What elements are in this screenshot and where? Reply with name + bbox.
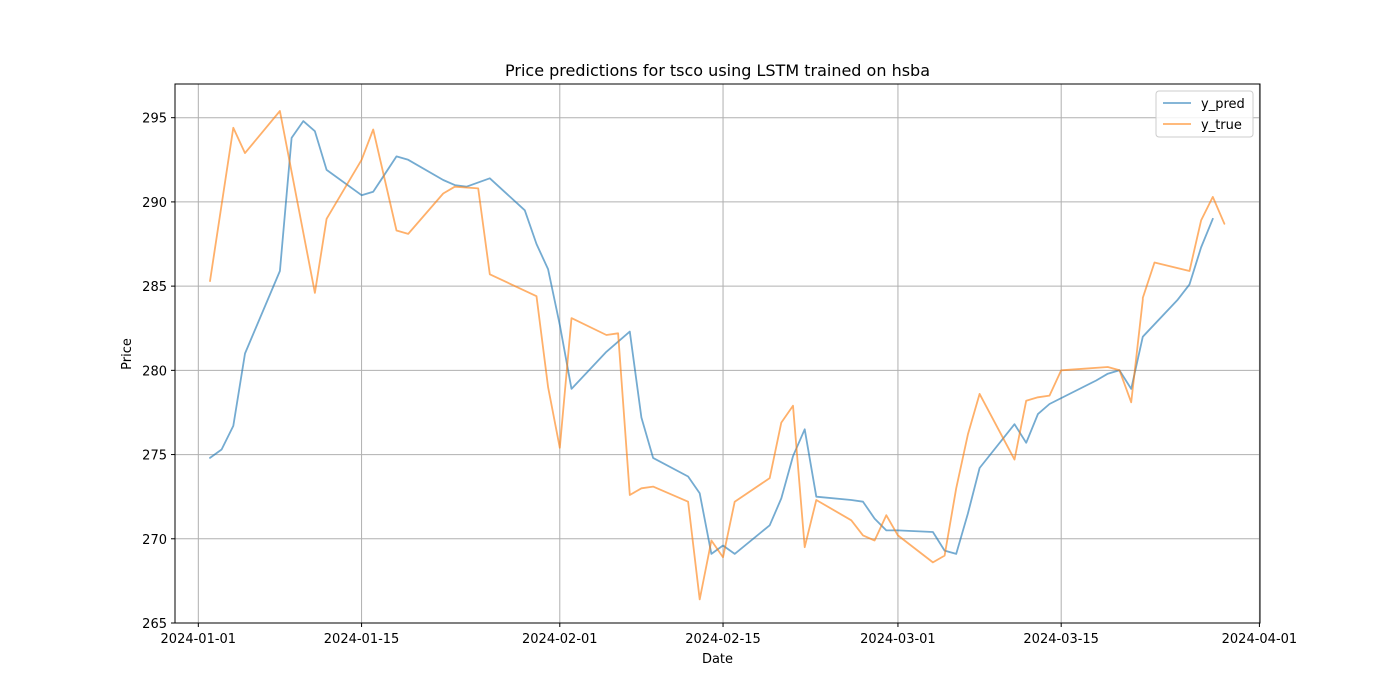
x-axis-label: Date <box>702 652 733 667</box>
x-tick-label: 2024-02-15 <box>685 632 761 647</box>
ticks: 2024-01-01 2024-01-15 2024-02-01 2024-02-15… <box>142 112 1297 647</box>
legend-label-y-true: y_true <box>1201 118 1242 133</box>
y-axis-label: Price <box>120 338 135 370</box>
x-tick-label: 2024-03-15 <box>1023 632 1099 647</box>
x-tick-label: 2024-02-01 <box>522 632 598 647</box>
plot-frame <box>174 83 1261 624</box>
y-tick-label: 290 <box>142 196 167 211</box>
y-tick-label: 270 <box>142 533 167 548</box>
series-line-y-true <box>209 110 1226 601</box>
y-tick-label: 275 <box>142 449 167 464</box>
legend: y_pred y_true <box>1155 90 1254 138</box>
legend-label-y-pred: y_pred <box>1201 97 1245 112</box>
chart-title: Price predictions for tsco using LSTM tr… <box>505 61 930 80</box>
x-tick-label: 2024-04-01 <box>1222 632 1298 647</box>
y-tick-label: 280 <box>142 364 167 379</box>
y-tick-label: 265 <box>142 617 167 632</box>
x-tick-label: 2024-01-15 <box>324 632 400 647</box>
x-tick-label: 2024-01-01 <box>161 632 237 647</box>
y-tick-label: 295 <box>142 112 167 127</box>
y-tick-label: 285 <box>142 280 167 295</box>
series-layer <box>209 110 1226 601</box>
x-tick-label: 2024-03-01 <box>860 632 936 647</box>
